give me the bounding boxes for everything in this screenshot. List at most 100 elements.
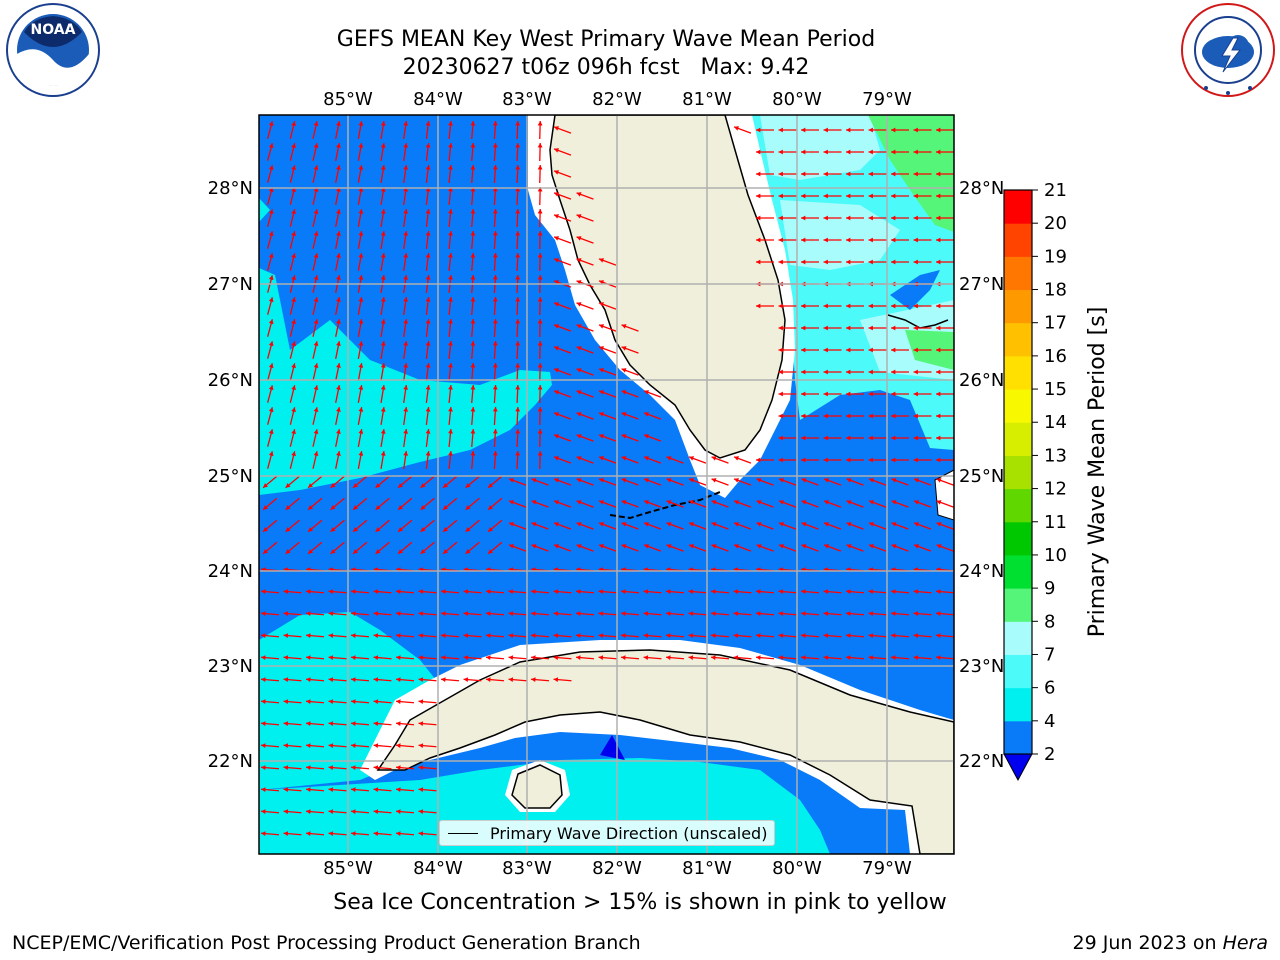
wave-arrow-head (448, 231, 453, 236)
wave-arrow-head (448, 187, 453, 192)
wave-arrow-head (846, 435, 851, 441)
wave-arrow-head (756, 633, 761, 638)
colorbar-segment (1004, 455, 1032, 490)
wave-arrow-head (328, 809, 334, 814)
wave-arrow-head (448, 275, 453, 280)
wave-arrow-head (823, 391, 828, 397)
wave-arrow-head (268, 121, 274, 127)
wave-arrow-head (666, 655, 671, 660)
lat-label-right: 28°N (959, 178, 1004, 199)
wave-arrow-head (425, 275, 431, 280)
lon-label-bottom: 85°W (323, 858, 373, 879)
wave-arrow-head (283, 721, 289, 726)
wave-arrow-head (509, 544, 514, 549)
colorbar-underflow-triangle (1003, 753, 1033, 782)
wave-arrow-head (914, 478, 919, 483)
wave-arrow-head (554, 236, 559, 241)
wave-arrow-head (283, 699, 289, 704)
wave-arrow-head (621, 522, 627, 527)
wave-arrow-head (599, 522, 604, 527)
wave-arrow-head (488, 505, 494, 510)
wave-arrow-head (801, 522, 807, 527)
wave-arrow-head (330, 505, 336, 510)
wave-arrow-head (515, 451, 521, 456)
wave-arrow-head (666, 611, 671, 616)
wave-arrow-head (403, 385, 409, 390)
wave-arrow-head (801, 655, 806, 660)
latitude-labels-right: 28°N 27°N 26°N 25°N 24°N 23°N 22°N (959, 178, 1004, 772)
wave-arrow-head (291, 363, 296, 369)
wave-arrow-head (576, 192, 582, 197)
wave-arrow-head (515, 231, 521, 236)
wave-arrow-head (531, 544, 537, 549)
wave-arrow-head (261, 699, 266, 704)
wave-arrow-head (261, 655, 266, 660)
wave-arrow-head (599, 500, 604, 505)
wave-arrow-head (373, 633, 379, 638)
wave-arrow-head (373, 743, 379, 748)
wave-arrow-head (734, 544, 739, 549)
wave-arrow-head (823, 259, 828, 265)
wave-arrow-head (554, 412, 559, 417)
wave-arrow-head (488, 549, 494, 554)
colorbar-segment (1004, 256, 1032, 291)
wave-arrow-head (537, 231, 543, 236)
wave-arrow-head (418, 831, 424, 836)
wave-arrow-head (465, 483, 471, 488)
wave-arrow-head (291, 165, 296, 171)
wave-arrow-head (621, 478, 627, 483)
wave-arrow-head (261, 589, 266, 594)
wave-arrow-head (891, 589, 896, 594)
chart-subtitle-run-info: 20230627 t06z 096h fcst Max: 9.42 (402, 55, 810, 80)
wave-arrow-head (515, 187, 521, 192)
wave-arrow-head (306, 589, 311, 594)
lat-label-left: 25°N (208, 466, 253, 487)
wave-arrow-head (891, 193, 896, 199)
wave-arrow-head (734, 478, 739, 483)
wave-arrow-head (403, 121, 409, 126)
wave-arrow-head (418, 699, 424, 704)
wave-arrow-head (621, 412, 627, 417)
wave-arrow-head (373, 699, 379, 704)
wave-arrow-head (306, 787, 311, 792)
wave-arrow-head (380, 319, 386, 324)
wave-arrow-head (756, 544, 762, 549)
legend: Primary Wave Direction (unscaled) (439, 820, 775, 846)
wave-arrow-head (403, 297, 409, 302)
wave-arrow-head (492, 451, 498, 456)
wave-arrow-head (306, 611, 311, 616)
wave-arrow-head (554, 544, 559, 549)
wave-arrow-head (351, 721, 356, 726)
florida-landmass (549, 115, 786, 459)
wave-arrow-head (283, 743, 289, 748)
wave-arrow-head (492, 253, 498, 258)
colorbar-tick-label: 18 (1044, 280, 1067, 301)
wave-arrow-head (554, 478, 559, 483)
wave-arrow-head (373, 787, 379, 792)
wave-arrow-head (448, 341, 453, 346)
wave-arrow-head (537, 341, 543, 346)
wave-arrow-head (261, 633, 266, 638)
wave-arrow-head (508, 655, 514, 660)
wave-arrow-head (891, 347, 896, 353)
wave-arrow-head (936, 633, 941, 638)
wave-arrow-head (778, 171, 783, 177)
wave-arrow-head (778, 325, 783, 331)
wave-arrow-head (268, 451, 274, 457)
wave-arrow-head (644, 500, 649, 505)
wave-arrow-head (515, 319, 521, 324)
wave-arrow-head (891, 127, 896, 133)
wave-arrow-head (936, 259, 941, 265)
wave-arrow-head (465, 549, 471, 554)
wave-arrow-head (846, 149, 851, 155)
wave-arrow-head (470, 407, 476, 412)
wave-arrow-head (801, 435, 806, 441)
wave-arrow-head (441, 589, 446, 594)
wave-arrow-head (823, 435, 828, 441)
wave-arrow-head (531, 500, 537, 505)
wave-arrow-head (868, 633, 874, 638)
wave-arrow-head (470, 429, 476, 434)
wave-arrow-head (486, 633, 491, 638)
wave-arrow-head (396, 765, 401, 770)
wave-arrow-head (268, 407, 274, 413)
